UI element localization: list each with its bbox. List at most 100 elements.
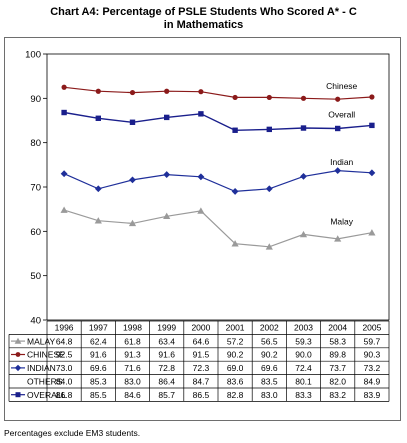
table-cell-others-2004: 82.0 xyxy=(329,377,346,387)
table-cell-others-1997: 85.3 xyxy=(90,377,107,387)
x-tick-label-2001: 2001 xyxy=(226,323,245,333)
table-cell-chinese-1998: 91.3 xyxy=(124,350,141,360)
table-cell-overall-2005: 83.9 xyxy=(364,390,381,400)
table-cell-chinese-1999: 91.6 xyxy=(158,350,175,360)
table-cell-overall-1998: 84.6 xyxy=(124,390,141,400)
table-cell-malay-2000: 64.6 xyxy=(193,336,210,346)
table-cell-indian-2005: 73.2 xyxy=(364,363,381,373)
table-cell-others-2003: 80.1 xyxy=(295,377,312,387)
data-point-chinese-1997 xyxy=(95,88,101,94)
data-point-malay-2001 xyxy=(231,240,239,247)
legend-marker-malay xyxy=(14,337,22,344)
data-point-overall-2003 xyxy=(300,125,307,131)
series-label-malay: Malay xyxy=(330,217,353,227)
x-tick-label-1996: 1996 xyxy=(55,323,74,333)
table-cell-malay-2002: 56.5 xyxy=(261,336,278,346)
data-point-chinese-1998 xyxy=(129,89,136,96)
series-label-indian: Indian xyxy=(330,157,353,167)
data-point-indian-2004 xyxy=(334,167,342,174)
table-cell-others-1996: 84.0 xyxy=(56,377,73,387)
table-cell-indian-2003: 72.4 xyxy=(295,363,312,373)
chart-title-line-1: Chart A4: Percentage of PSLE Students Wh… xyxy=(50,6,357,18)
data-point-overall-2004 xyxy=(335,125,341,132)
series-line-overall xyxy=(63,111,372,132)
legend-label-chinese: CHINESE xyxy=(27,350,65,360)
table-cell-chinese-2005: 90.3 xyxy=(364,350,381,360)
data-point-overall-2000 xyxy=(198,111,204,117)
table-cell-others-2002: 83.5 xyxy=(261,377,278,387)
table-cell-overall-2000: 86.5 xyxy=(193,390,210,400)
data-point-chinese-2000 xyxy=(198,89,204,95)
data-point-indian-1998 xyxy=(129,176,136,184)
table-cell-chinese-2004: 89.8 xyxy=(329,350,346,360)
data-point-malay-1997 xyxy=(94,217,102,224)
table-cell-malay-2005: 59.7 xyxy=(364,336,381,346)
table-cell-overall-2003: 83.3 xyxy=(295,390,312,400)
data-point-overall-2001 xyxy=(232,127,238,133)
y-tick-label-80: 80 xyxy=(30,138,41,149)
data-point-chinese-2001 xyxy=(232,94,238,101)
legend-label-others: OTHERS xyxy=(27,377,63,387)
y-tick-label-100: 100 xyxy=(25,50,41,61)
data-point-malay-2005 xyxy=(368,229,376,236)
series-label-overall: Overall xyxy=(328,109,355,119)
table-cell-indian-2001: 69.0 xyxy=(227,363,244,373)
table-cell-indian-2002: 69.6 xyxy=(261,363,278,373)
legend-marker-indian xyxy=(14,364,22,372)
data-point-indian-1999 xyxy=(163,171,171,178)
data-point-chinese-2002 xyxy=(266,94,272,101)
data-point-malay-1996 xyxy=(60,206,68,213)
line-chart: 40 50 60 70 80 90 100 Malay Chinese Indian Overall… xyxy=(8,50,390,402)
table-cell-indian-2000: 72.3 xyxy=(193,363,210,373)
data-point-indian-2005 xyxy=(368,169,376,177)
table-cell-overall-2002: 83.0 xyxy=(261,390,278,400)
y-tick-label-50: 50 xyxy=(30,271,41,282)
table-cell-indian-1998: 71.6 xyxy=(124,363,141,373)
x-tick-label-1997: 1997 xyxy=(89,323,108,333)
legend-marker-chinese xyxy=(15,352,21,357)
table-cell-chinese-2001: 90.2 xyxy=(227,350,244,360)
data-point-malay-2003 xyxy=(299,230,308,238)
data-point-chinese-1999 xyxy=(164,88,170,94)
data-point-indian-2001 xyxy=(231,188,239,195)
data-point-indian-2003 xyxy=(300,172,307,180)
y-tick-label-70: 70 xyxy=(30,183,41,194)
x-tick-label-1999: 1999 xyxy=(157,323,176,333)
data-point-indian-2000 xyxy=(197,173,205,181)
table-cell-malay-1997: 62.4 xyxy=(90,336,107,346)
table-cell-chinese-1997: 91.6 xyxy=(90,350,107,360)
legend-label-overall: OVERALL xyxy=(27,390,66,400)
table-cell-overall-1999: 85.7 xyxy=(158,390,175,400)
data-point-overall-2005 xyxy=(369,122,375,129)
data-point-overall-2002 xyxy=(266,126,272,133)
table-cell-chinese-2003: 90.0 xyxy=(295,350,312,360)
legend-marker-overall xyxy=(15,392,21,398)
table-cell-chinese-1996: 92.5 xyxy=(56,350,73,360)
table-cell-others-1999: 86.4 xyxy=(158,377,175,387)
data-point-malay-2000 xyxy=(197,207,205,214)
legend-label-malay: MALAY xyxy=(27,336,56,346)
table-cell-indian-1996: 73.0 xyxy=(56,363,73,373)
table-cell-malay-2004: 58.3 xyxy=(329,336,346,346)
series-line-malay xyxy=(63,209,373,248)
table-cell-malay-1999: 63.4 xyxy=(158,336,175,346)
chart-title: Chart A4: Percentage of PSLE Students Wh… xyxy=(0,6,407,32)
footnote: Percentages exclude EM3 students. xyxy=(4,428,141,438)
data-point-overall-1999 xyxy=(164,114,170,121)
table-cell-others-1998: 83.0 xyxy=(124,377,141,387)
table-cell-malay-1996: 64.8 xyxy=(56,336,73,346)
data-point-chinese-2003 xyxy=(300,95,307,101)
table-cell-indian-2004: 73.7 xyxy=(329,363,346,373)
x-tick-label-2004: 2004 xyxy=(328,323,347,333)
table-cell-indian-1997: 69.6 xyxy=(90,363,107,373)
y-tick-label-60: 60 xyxy=(30,227,41,238)
series-label-chinese: Chinese xyxy=(326,81,357,91)
x-tick-label-1998: 1998 xyxy=(123,323,142,333)
data-point-indian-2002 xyxy=(265,185,273,193)
data-point-indian-1997 xyxy=(94,185,102,193)
x-tick-label-2002: 2002 xyxy=(260,323,279,333)
data-point-chinese-2005 xyxy=(369,94,375,100)
data-point-overall-1998 xyxy=(129,119,136,125)
table-cell-indian-1999: 72.8 xyxy=(158,363,175,373)
data-point-overall-1996 xyxy=(61,109,67,116)
